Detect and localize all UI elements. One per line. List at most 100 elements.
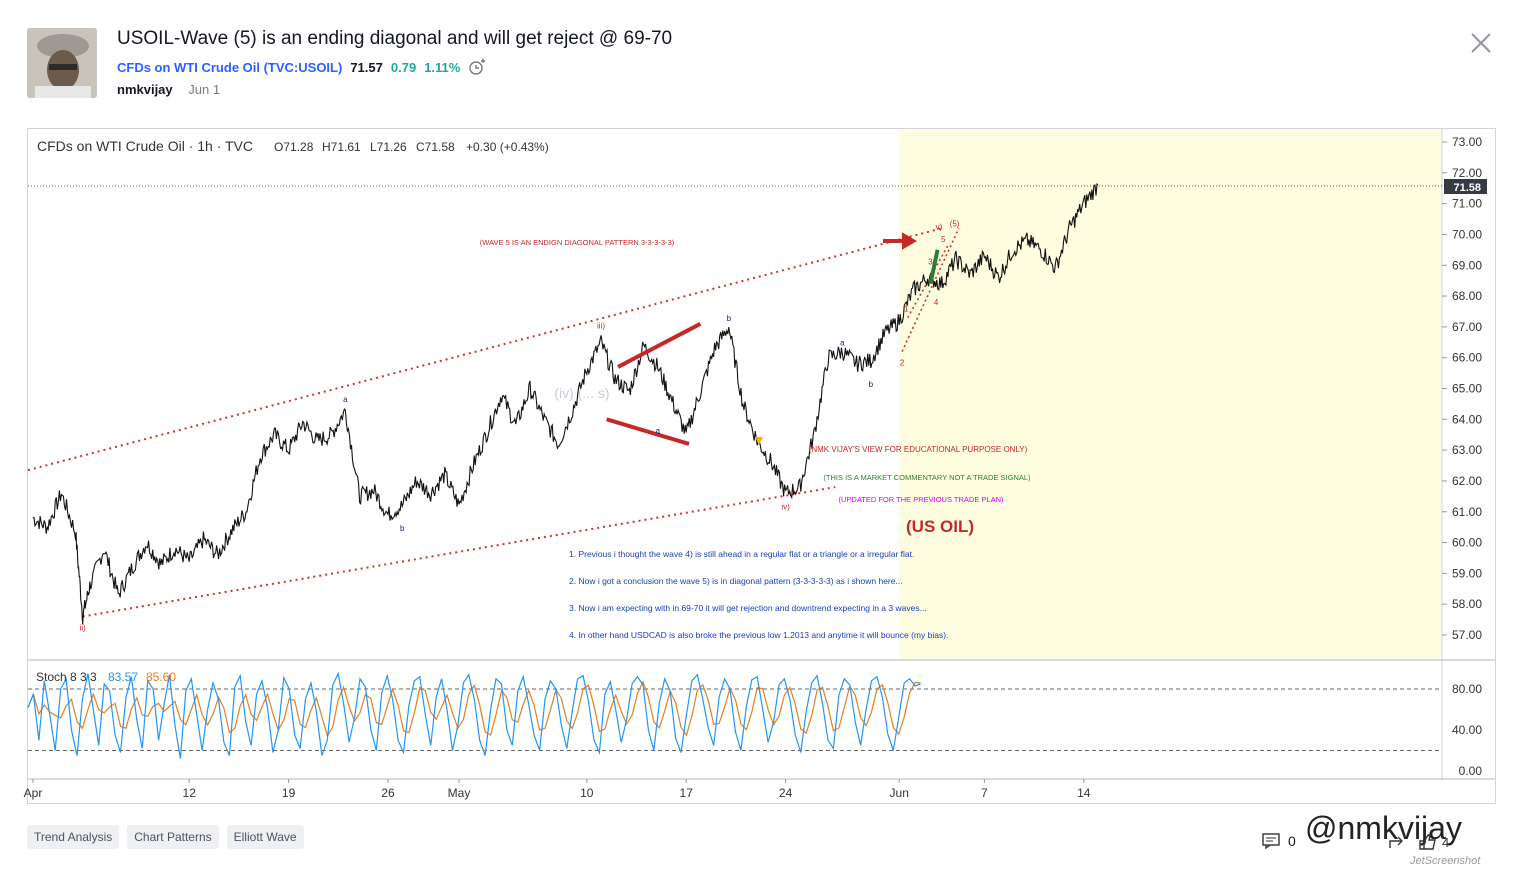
note-4: 4. In other hand USDCAD is also broke th… — [569, 630, 948, 640]
x-tick-label: 12 — [183, 786, 197, 800]
wave-label: 1 — [904, 305, 909, 314]
y-tick-label: 68.00 — [1452, 289, 1482, 303]
x-tick-label: 24 — [779, 786, 793, 800]
author-row: nmkvijay Jun 1 — [117, 82, 220, 97]
tag-elliott-wave[interactable]: Elliott Wave — [226, 825, 304, 849]
stoch-k-value: 83.57 — [108, 670, 138, 684]
x-tick-label: 14 — [1077, 786, 1091, 800]
y-tick-label: 72.00 — [1452, 166, 1482, 180]
boost-icon[interactable] — [1418, 833, 1438, 851]
wave-label: ii) — [80, 624, 87, 633]
wave-label: v) — [936, 223, 943, 232]
wave-label: b — [869, 380, 874, 389]
ohlc-open: O71.28 — [274, 140, 314, 154]
x-tick-label: 7 — [981, 786, 988, 800]
wave-label: 5 — [941, 235, 946, 244]
triangle-lower-line — [606, 417, 690, 446]
author-avatar[interactable] — [27, 28, 97, 98]
view-note: (NMK VIJAY'S VIEW FOR EDUCATIONAL PURPOS… — [809, 445, 1028, 454]
y-tick-label: 67.00 — [1452, 320, 1482, 334]
stoch-k-line — [27, 671, 921, 759]
stoch-y-label: 0.00 — [1459, 764, 1483, 778]
y-tick-label: 61.00 — [1452, 505, 1482, 519]
triangle-upper-line — [617, 322, 702, 369]
x-tick-label: Apr — [24, 786, 43, 800]
wave-label: 3 — [928, 257, 933, 266]
note-3: 3. Now i am expecting with in 69-70 it w… — [569, 603, 927, 613]
y-tick-label: 58.00 — [1452, 597, 1482, 611]
y-tick-label: 63.00 — [1452, 443, 1482, 457]
faded-wave-label: (iv) (... s) — [554, 385, 609, 401]
price-change-pct: 1.11% — [424, 59, 461, 75]
wave-label: iii) — [597, 321, 605, 330]
close-icon[interactable] — [1466, 28, 1496, 58]
yellow-marker — [755, 437, 763, 445]
idea-title: USOIL-Wave (5) is an ending diagonal and… — [117, 28, 673, 49]
y-tick-label: 57.00 — [1452, 628, 1482, 642]
ohlc-high: H71.61 — [322, 140, 361, 154]
comment-icon[interactable] — [1262, 833, 1280, 849]
tag-trend-analysis[interactable]: Trend Analysis — [27, 825, 120, 849]
tag-chart-patterns[interactable]: Chart Patterns — [127, 825, 219, 849]
ohlc-low: L71.26 — [370, 140, 407, 154]
symbol-row: CFDs on WTI Crude Oil (TVC:USOIL) 71.57 … — [117, 58, 486, 76]
x-tick-label: 10 — [580, 786, 594, 800]
chart-frame — [27, 128, 1496, 804]
comment-count: 0 — [1288, 833, 1296, 849]
wave-label: a — [656, 426, 661, 435]
author-name[interactable]: nmkvijay — [117, 82, 173, 97]
note-2: 2. Now i got a conclusion the wave 5) is… — [569, 576, 903, 586]
pattern-title-note: (WAVE 5 IS AN ENDIGN DIAGONAL PATTERN 3-… — [480, 238, 675, 247]
price-change: 0.79 — [390, 59, 417, 75]
alert-clock-icon[interactable] — [468, 58, 486, 76]
watermark-handle: @nmkvijay — [1305, 810, 1462, 846]
symbol-link[interactable]: CFDs on WTI Crude Oil (TVC:USOIL) — [117, 59, 343, 75]
y-tick-label: 66.00 — [1452, 351, 1482, 365]
upper-channel-line — [27, 227, 943, 472]
wave-label: b — [727, 314, 732, 323]
wave-label: b — [400, 524, 405, 533]
x-tick-label: May — [448, 786, 471, 800]
chart-legend-title: CFDs on WTI Crude Oil · 1h · TVC — [37, 138, 253, 154]
y-tick-label: 60.00 — [1452, 536, 1482, 550]
wave-label: a — [343, 395, 348, 404]
projection-highlight — [899, 129, 1442, 660]
stoch-label: Stoch 8 3 3 — [36, 670, 97, 684]
x-tick-label: Jun — [890, 786, 909, 800]
boost-count: 4 — [1442, 835, 1450, 850]
arrow-marker — [883, 232, 917, 250]
lower-channel-line — [82, 486, 836, 618]
share-icon[interactable] — [1388, 833, 1408, 851]
y-tick-label: 65.00 — [1452, 382, 1482, 396]
last-price: 71.57 — [350, 59, 383, 75]
updated-note: (UPDATED FOR THE PREVIOUS TRADE PLAN) — [838, 495, 1004, 504]
y-tick-label: 59.00 — [1452, 566, 1482, 580]
x-tick-label: 19 — [282, 786, 296, 800]
x-tick-label: 26 — [381, 786, 395, 800]
green-rejection-bar — [928, 249, 940, 285]
stoch-d-line — [27, 680, 921, 738]
us-oil-label: (US OIL) — [906, 517, 974, 536]
avatar-icon — [27, 28, 97, 98]
y-tick-label: 62.00 — [1452, 474, 1482, 488]
x-tick-label: 17 — [680, 786, 694, 800]
publish-date: Jun 1 — [188, 82, 221, 97]
ohlc-change: +0.30 (+0.43%) — [466, 140, 549, 154]
commentary-note: (THIS IS A MARKET COMMENTARY NOT A TRADE… — [823, 473, 1031, 482]
tag-list: Trend Analysis Chart Patterns Elliott Wa… — [27, 825, 304, 849]
watermark-small: JetScreenshot — [1410, 855, 1481, 867]
stoch-y-label: 40.00 — [1452, 723, 1482, 737]
y-tick-label: 69.00 — [1452, 258, 1482, 272]
wave-label: iv) — [781, 502, 790, 511]
wave-label: 4 — [934, 298, 939, 307]
wave-label: a — [840, 339, 845, 348]
price-tag-bg — [1444, 179, 1487, 194]
y-tick-label: 73.00 — [1452, 135, 1482, 149]
price-series-line — [32, 182, 1099, 625]
ohlc-close: C71.58 — [416, 140, 455, 154]
footer-actions: 0 — [1262, 833, 1296, 849]
stoch-d-value: 85.60 — [146, 670, 176, 684]
y-tick-label: 71.00 — [1452, 197, 1482, 211]
diagonal-lower-line — [907, 243, 950, 319]
